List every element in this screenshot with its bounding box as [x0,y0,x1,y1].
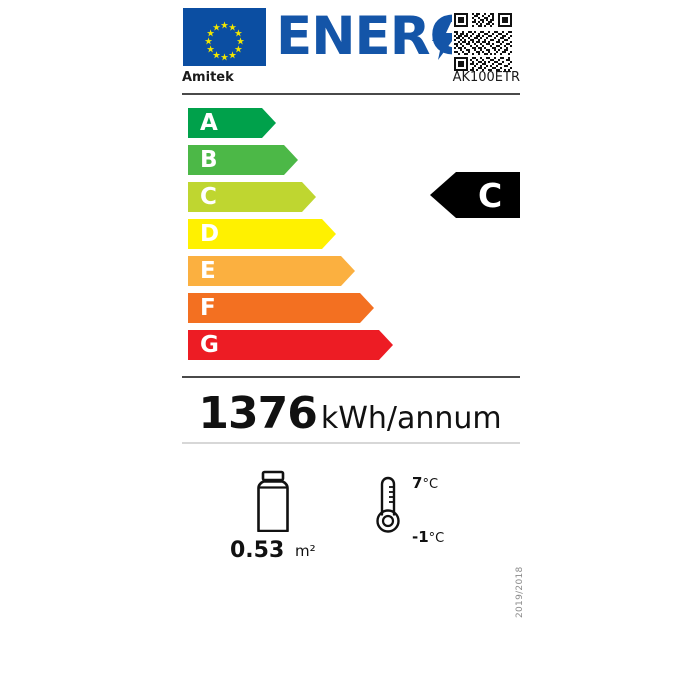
thermometer-icon [370,474,408,536]
european-union-flag-icon [183,8,266,66]
energy-class-letter-c: C [200,184,217,210]
lightning-bolt-icon [432,16,458,60]
energy-label: ENERG [180,0,525,700]
energy-class-letter-f: F [200,295,216,321]
energy-class-letter-g: G [200,332,219,358]
energy-class-scale: A B C D E [180,108,520,363]
pictogram-area: 0.53 m² 7°C -1°C [180,466,520,576]
consumption-value: 1376 [198,388,317,439]
energy-class-bar-a: A [188,108,276,138]
energy-class-letter-b: B [200,147,218,173]
header-divider [182,93,520,95]
consumption-bottom-divider [182,442,520,444]
energy-class-bar-d: D [188,219,336,249]
temperature-high-value: 7 [412,474,423,492]
energy-class-letter-e: E [200,258,216,284]
temperature-high: 7°C [412,474,438,492]
energy-class-bar-f: F [188,293,374,323]
supplier-row: Amitek AK100ETR [180,70,520,92]
volume-value: 0.53 [230,538,285,563]
temperature-low: -1°C [412,528,444,546]
assigned-energy-class-letter: C [478,176,503,215]
energy-class-bar-b: B [188,145,298,175]
energy-class-letter-a: A [200,110,218,136]
volume-group: 0.53 m² [230,466,348,571]
energy-class-letter-d: D [200,221,220,247]
consumption-unit: kWh/annum [320,401,502,436]
temperature-high-unit: °C [422,477,439,492]
temperature-low-unit: °C [428,531,445,546]
annual-energy-consumption: 1376 kWh/annum [180,388,520,439]
model-identifier: AK100ETR [452,70,520,85]
temperature-group: 7°C -1°C [370,466,510,571]
assigned-energy-class-arrow: C [430,172,520,218]
qr-code-icon [452,11,514,73]
temperature-low-value: -1 [412,528,429,546]
regulation-text: 2019/2018 [515,566,525,618]
supplier-brand: Amitek [182,70,234,85]
energy-class-bar-g: G [188,330,393,360]
volume-unit: m² [295,542,316,560]
regulation-reference: 2019/2018 [502,566,525,688]
energy-class-bar-c: C [188,182,316,212]
consumption-top-divider [182,376,520,378]
carton-icon [250,470,296,533]
label-header: ENERG [180,6,520,73]
energy-class-bar-e: E [188,256,355,286]
